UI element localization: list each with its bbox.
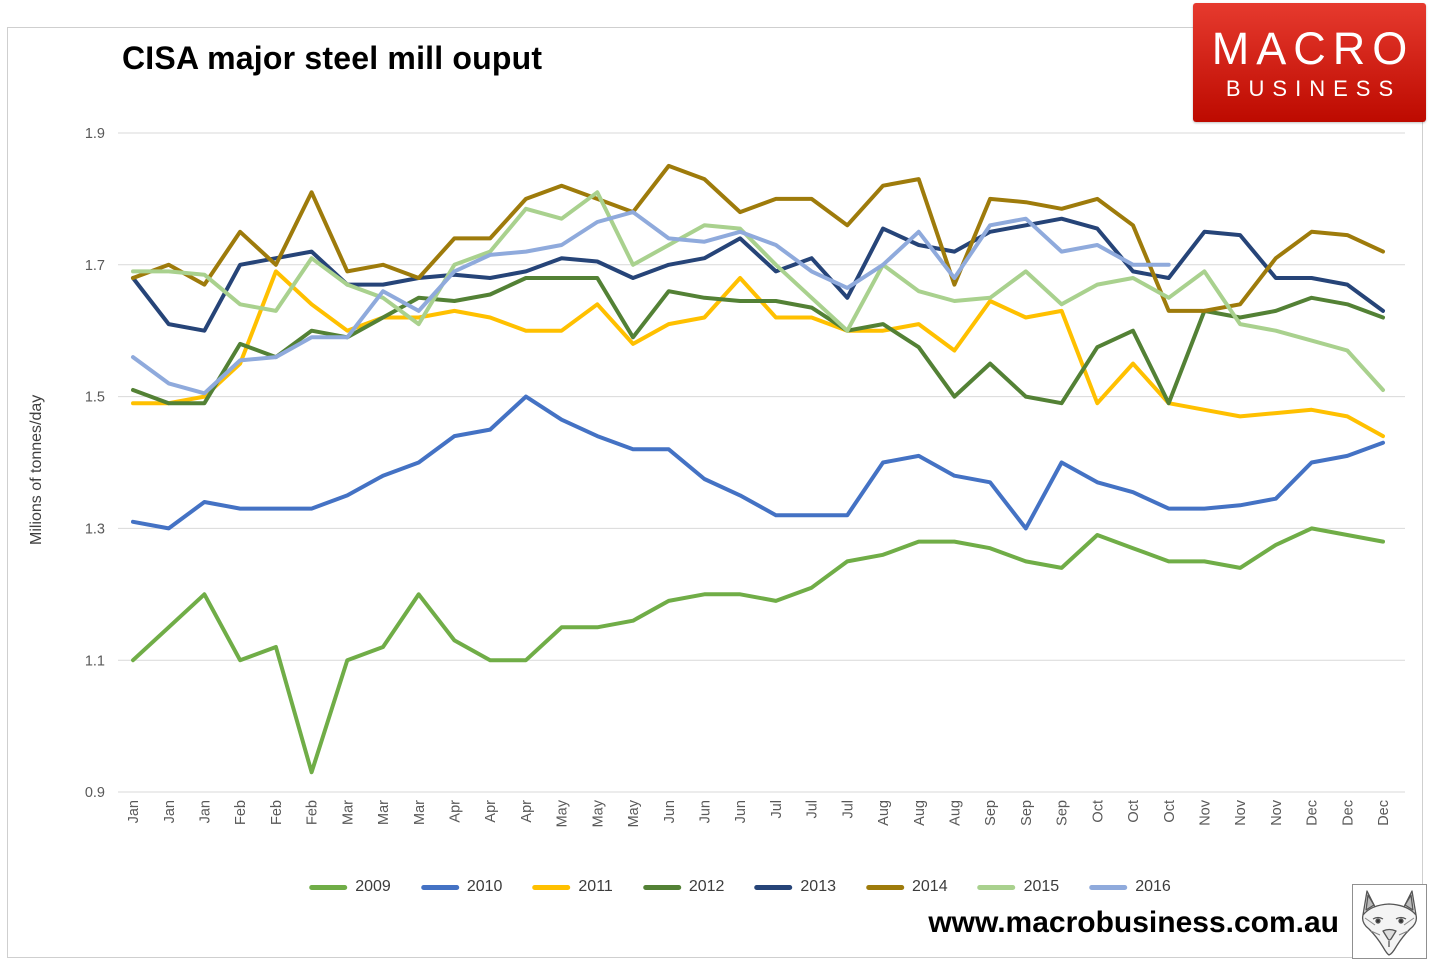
legend-label: 2011 [578, 878, 613, 895]
y-tick-label: 1.7 [85, 258, 105, 274]
x-tick-label: Aug [876, 800, 892, 826]
chart-frame [7, 27, 1423, 958]
x-tick-label: Dec [1376, 800, 1392, 826]
y-tick-label: 1.1 [85, 653, 105, 669]
x-tick-label: Nov [1269, 799, 1285, 826]
x-tick-label: Feb [269, 800, 285, 825]
legend-swatch-2011 [532, 884, 571, 890]
x-tick-label: Jan [126, 800, 142, 823]
x-tick-label: Apr [448, 800, 464, 823]
x-tick-label: May [590, 799, 606, 827]
x-tick-label: Jun [733, 800, 749, 823]
x-tick-label: Feb [233, 800, 249, 825]
x-tick-label: Jan [198, 800, 214, 823]
x-tick-label: Mar [376, 800, 392, 825]
x-tick-label: Jul [805, 800, 821, 819]
chart-legend: 2009 2010 2011 2012 2013 2014 2015 2016 [309, 878, 1171, 896]
series-line-2010 [131, 394, 1385, 531]
series-line-2016 [131, 210, 1171, 396]
legend-swatch-2009 [309, 884, 348, 890]
legend-label: 2012 [688, 878, 725, 895]
x-tick-label: Jun [697, 800, 713, 823]
y-tick-label: 0.9 [85, 785, 105, 801]
series-line-2014 [131, 163, 1385, 313]
x-tick-label: Jun [662, 800, 678, 823]
legend-item-2009: 2009 [309, 878, 391, 896]
logo-text-business: BUSINESS [1225, 75, 1402, 101]
legend-label: 2015 [1023, 878, 1060, 895]
x-tick-label: Dec [1340, 800, 1356, 826]
legend-label: 2016 [1135, 878, 1171, 895]
legend-item-2014: 2014 [866, 878, 948, 896]
logo-text-macro: MACRO [1211, 22, 1415, 74]
x-tick-label: Oct [1162, 800, 1178, 823]
legend-item-2016: 2016 [1089, 878, 1171, 896]
footer-url: www.macrobusiness.com.au [928, 906, 1339, 939]
y-tick-label: 1.3 [85, 521, 105, 537]
legend-swatch-2013 [754, 884, 793, 890]
x-tick-label: Mar [412, 800, 428, 825]
legend-label: 2009 [355, 878, 391, 895]
x-tick-label: Nov [1233, 799, 1249, 826]
x-tick-label: Jul [840, 800, 856, 819]
legend-item-2011: 2011 [532, 878, 613, 896]
legend-swatch-2016 [1089, 884, 1128, 890]
legend-label: 2010 [466, 878, 503, 895]
page-title: CISA major steel mill ouput [122, 40, 543, 76]
x-tick-label: Jul [769, 800, 785, 819]
x-tick-label: Jan [162, 800, 178, 823]
x-tick-label: Feb [305, 800, 321, 825]
x-tick-label: Mar [340, 800, 356, 825]
x-tick-label: Dec [1305, 800, 1321, 826]
series-line-2013 [131, 216, 1385, 333]
legend-item-2013: 2013 [754, 878, 836, 896]
legend-item-2015: 2015 [977, 878, 1060, 896]
x-tick-label: Aug [947, 800, 963, 826]
x-tick-label: Sep [1019, 800, 1035, 826]
legend-swatch-2014 [866, 884, 904, 890]
x-tick-label: Apr [483, 800, 499, 823]
x-tick-label: Oct [1090, 800, 1106, 823]
fox-logo [1352, 884, 1427, 959]
fox-sketch-icon [1361, 890, 1418, 956]
x-tick-label: Aug [912, 800, 928, 826]
x-tick-label: May [626, 799, 642, 827]
x-tick-label: Oct [1126, 800, 1142, 823]
x-tick-label: Sep [1055, 800, 1071, 826]
legend-item-2012: 2012 [642, 878, 725, 896]
legend-swatch-2010 [420, 884, 459, 890]
series-line-2009 [131, 526, 1385, 775]
x-tick-label: Nov [1197, 799, 1213, 826]
legend-label: 2014 [912, 878, 948, 895]
legend-label: 2013 [800, 878, 836, 895]
x-tick-label: May [555, 799, 571, 827]
macrobusiness-logo: MACRO BUSINESS [1193, 3, 1426, 122]
legend-swatch-2015 [977, 884, 1016, 890]
series-line-2011 [131, 269, 1385, 439]
y-tick-label: 1.9 [85, 126, 105, 142]
legend-swatch-2012 [642, 884, 681, 890]
legend-item-2010: 2010 [420, 878, 503, 896]
x-tick-label: Sep [983, 800, 999, 826]
y-tick-label: 1.5 [85, 390, 105, 406]
x-tick-label: Apr [519, 800, 535, 823]
series-line-2015 [131, 190, 1385, 392]
